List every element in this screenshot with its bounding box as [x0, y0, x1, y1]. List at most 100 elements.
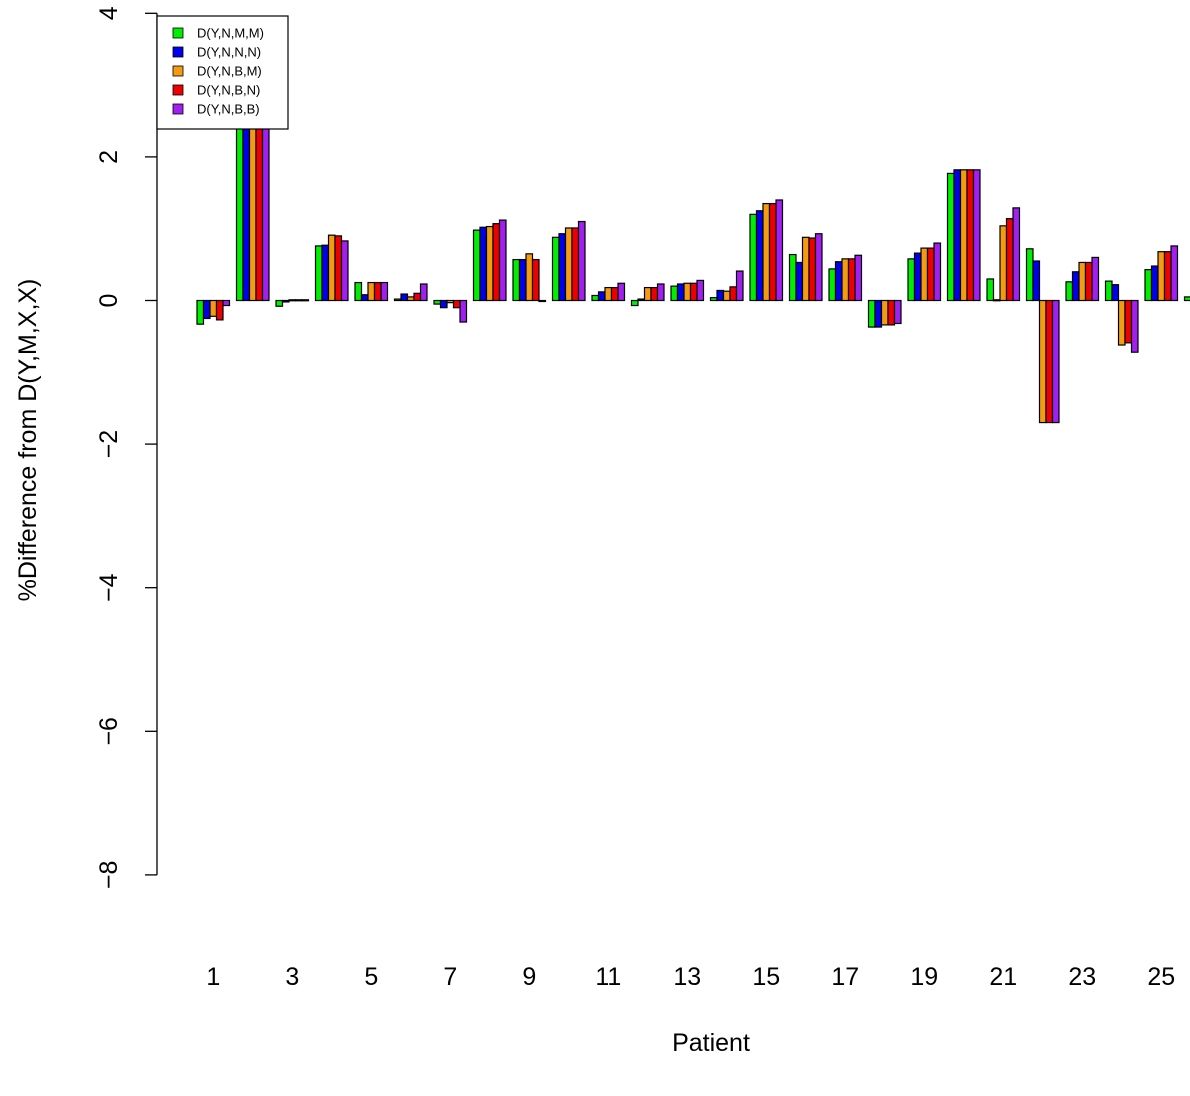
bar	[1124, 299, 1133, 344]
bar	[334, 235, 343, 302]
bar	[828, 268, 837, 302]
x-tick-label: 15	[752, 963, 780, 991]
bar	[992, 299, 1001, 302]
bars-layer	[196, 114, 1190, 424]
bar	[1170, 245, 1179, 302]
bar	[459, 299, 468, 323]
bar	[406, 296, 415, 302]
bar	[1084, 261, 1093, 302]
y-tick-label: 0	[95, 294, 123, 308]
bar	[874, 299, 883, 328]
bar	[637, 298, 646, 302]
bar	[1025, 248, 1034, 302]
x-tick-label: 9	[522, 963, 536, 991]
x-tick-label: 13	[673, 963, 701, 991]
bar	[999, 225, 1008, 302]
y-axis-title: %Difference from D(Y,M,X,X)	[14, 279, 42, 602]
bar	[972, 169, 981, 302]
bar	[966, 169, 975, 302]
bar	[670, 285, 679, 302]
legend-swatch	[172, 65, 184, 77]
legend-label: D(Y,N,B,M)	[197, 64, 262, 79]
bar	[215, 299, 224, 321]
bar	[439, 299, 448, 309]
bar	[893, 299, 902, 325]
bar	[485, 225, 494, 302]
bar	[656, 283, 665, 302]
bar	[683, 282, 692, 302]
x-tick-label: 1	[206, 963, 220, 991]
bar	[209, 299, 218, 317]
bar	[327, 234, 336, 302]
bar	[242, 125, 251, 302]
bar	[795, 261, 804, 302]
bar	[196, 299, 205, 325]
bar	[1163, 251, 1172, 302]
y-tick-label: 2	[95, 150, 123, 164]
bar	[564, 227, 573, 302]
bar	[492, 223, 501, 302]
y-axis: −8 −6 −4 −2 0 2 4	[95, 6, 158, 890]
bar	[1144, 269, 1153, 302]
bar	[709, 297, 718, 302]
bar	[538, 299, 547, 303]
bar	[1117, 299, 1126, 346]
x-axis-title: Patient	[672, 1029, 750, 1057]
bar	[676, 283, 685, 302]
bar	[887, 299, 896, 326]
y-tick-label: −6	[95, 717, 123, 746]
bar	[577, 220, 586, 302]
bar	[788, 253, 797, 302]
bar	[512, 258, 521, 302]
bar	[735, 270, 744, 302]
bar	[452, 299, 461, 309]
bar	[762, 202, 771, 302]
bar	[222, 299, 231, 307]
bar	[202, 299, 211, 320]
bar	[525, 253, 534, 302]
bar	[926, 247, 935, 302]
bar	[716, 289, 725, 302]
y-tick-label: −4	[95, 573, 123, 602]
bar	[650, 286, 659, 302]
bar	[551, 236, 560, 302]
x-tick-label: 5	[364, 963, 378, 991]
bar	[367, 281, 376, 302]
x-tick-label: 3	[285, 963, 299, 991]
bar	[854, 254, 863, 302]
bar	[433, 299, 442, 305]
bar	[294, 299, 303, 302]
bar	[373, 281, 382, 302]
bar	[617, 282, 626, 302]
bar	[261, 114, 270, 302]
bar	[959, 169, 968, 302]
legend-swatch	[172, 84, 184, 96]
bar	[946, 172, 955, 302]
bar	[1157, 251, 1166, 302]
y-tick-label: −8	[95, 861, 123, 890]
legend-label: D(Y,N,B,N)	[197, 83, 260, 98]
bar	[235, 127, 244, 302]
bar	[808, 237, 817, 302]
bar	[867, 299, 876, 328]
bar	[749, 213, 758, 302]
bar	[518, 258, 527, 302]
bar	[314, 245, 323, 302]
bar	[1104, 280, 1113, 302]
bar	[696, 279, 705, 302]
legend-swatch	[172, 103, 184, 115]
bar	[755, 210, 764, 302]
bar	[1150, 265, 1159, 302]
bar	[834, 261, 843, 302]
bar	[360, 294, 369, 302]
bar	[933, 242, 942, 302]
bar	[1091, 256, 1100, 302]
x-tick-label: 21	[989, 963, 1017, 991]
legend-swatch	[172, 46, 184, 58]
legend: D(Y,N,M,M) D(Y,N,N,N) D(Y,N,B,M) D(Y,N,B,N)…	[156, 15, 289, 130]
x-tick-label: 11	[595, 963, 621, 991]
bar	[1032, 260, 1041, 302]
bar	[630, 299, 639, 307]
bar	[380, 281, 389, 302]
